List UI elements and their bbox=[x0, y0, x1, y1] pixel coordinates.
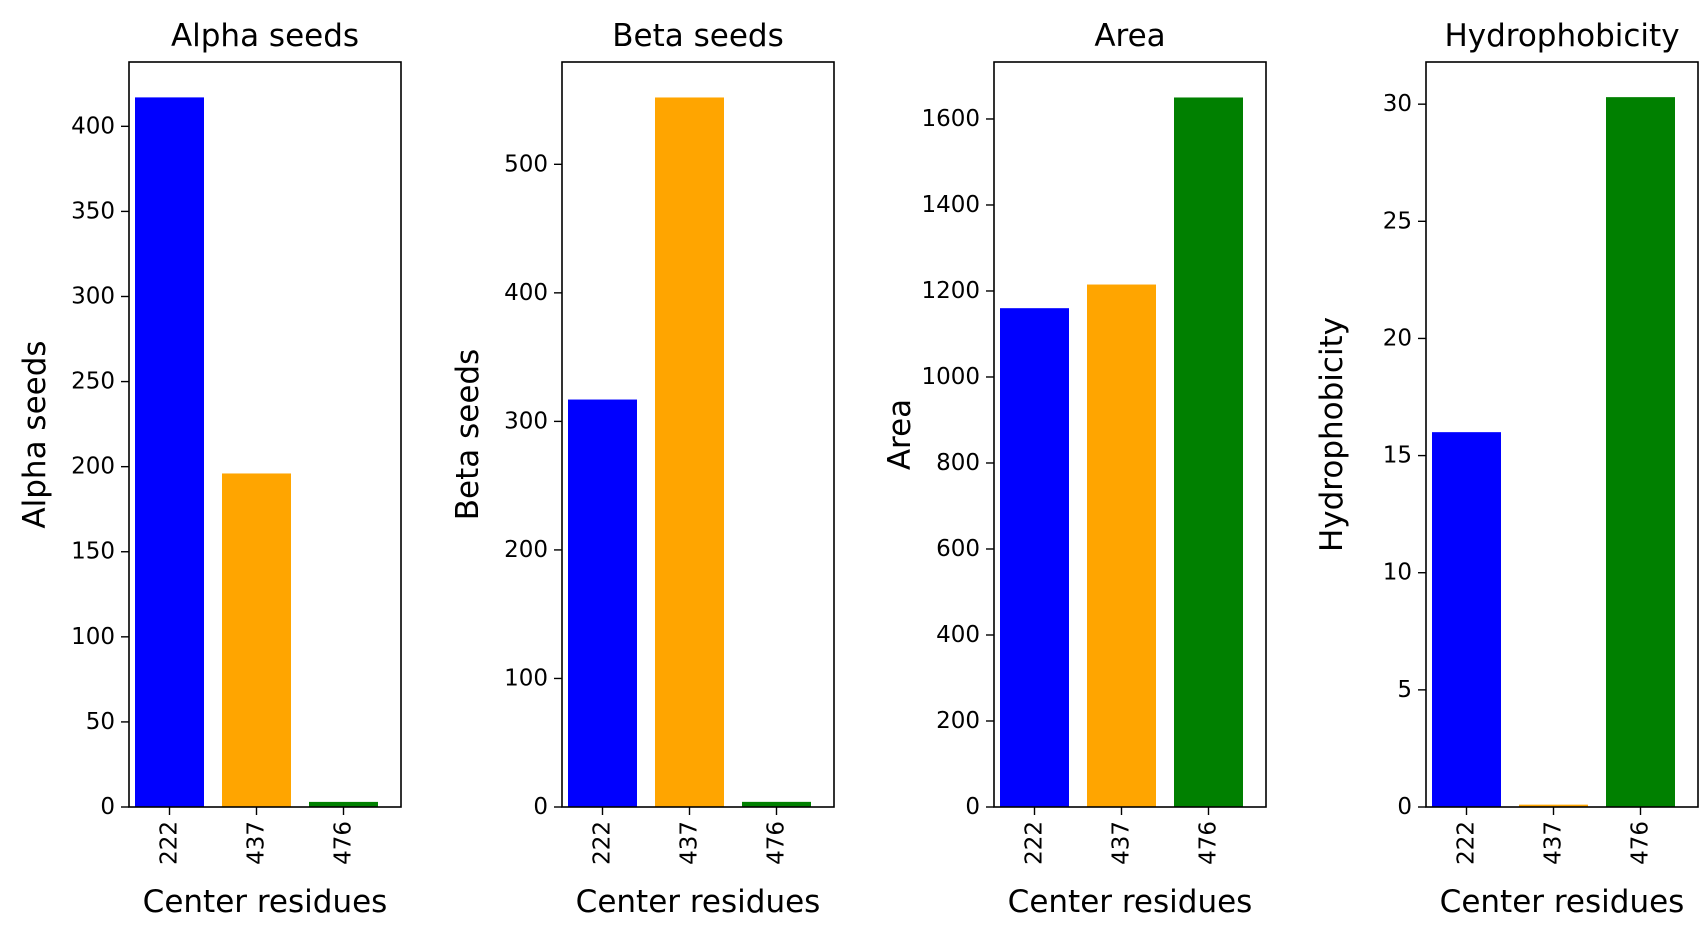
axes-frame bbox=[561, 61, 835, 808]
chart-title: Alpha seeds bbox=[171, 18, 359, 54]
bar-222 bbox=[1432, 432, 1501, 807]
y-tick-label: 300 bbox=[504, 408, 548, 434]
bar-222 bbox=[135, 97, 204, 808]
axes-frame bbox=[993, 61, 1267, 808]
y-tick-label: 1400 bbox=[921, 192, 980, 218]
axes-frame bbox=[128, 61, 402, 808]
x-tick-label: 476 bbox=[1196, 821, 1222, 865]
bar-476 bbox=[1606, 97, 1675, 808]
y-tick-label: 50 bbox=[86, 709, 115, 735]
y-tick-label: 400 bbox=[504, 280, 548, 306]
x-tick-label: 222 bbox=[590, 821, 616, 865]
y-tick-label: 600 bbox=[936, 536, 980, 562]
y-tick-label: 15 bbox=[1383, 443, 1412, 469]
x-tick-label: 476 bbox=[1628, 821, 1654, 865]
x-tick-label: 437 bbox=[1541, 821, 1567, 865]
y-tick-label: 100 bbox=[504, 665, 548, 691]
bar-222 bbox=[1000, 308, 1069, 807]
x-tick-label: 437 bbox=[1109, 821, 1135, 865]
y-tick-label: 1200 bbox=[921, 278, 980, 304]
y-tick-label: 1000 bbox=[921, 364, 980, 390]
y-tick-label: 200 bbox=[504, 537, 548, 563]
y-tick-label: 400 bbox=[936, 622, 980, 648]
x-axis-label: Center residues bbox=[143, 884, 388, 920]
x-tick-label: 222 bbox=[1454, 821, 1480, 865]
bar-476 bbox=[742, 801, 811, 807]
y-tick-label: 200 bbox=[936, 708, 980, 734]
y-tick-label: 0 bbox=[1397, 794, 1412, 820]
x-tick-label: 476 bbox=[764, 821, 790, 865]
x-tick-label: 437 bbox=[677, 821, 703, 865]
bar-437 bbox=[1087, 284, 1156, 807]
x-axis-label: Center residues bbox=[576, 884, 821, 920]
x-tick-label: 222 bbox=[1022, 821, 1048, 865]
y-tick-label: 0 bbox=[533, 794, 548, 820]
bar-222 bbox=[568, 399, 637, 807]
y-tick-label: 250 bbox=[71, 369, 115, 395]
chart-title: Area bbox=[1094, 18, 1165, 54]
bar-437 bbox=[655, 97, 724, 807]
y-tick-label: 100 bbox=[71, 624, 115, 650]
bar-437 bbox=[222, 473, 291, 807]
y-tick-label: 1600 bbox=[921, 106, 980, 132]
chart-panel-3: 0 200 400 600 800 1000 1200 1400 1600 222 437 476 Ar… bbox=[882, 18, 1267, 920]
y-tick-label: 10 bbox=[1383, 560, 1412, 586]
y-tick-label: 20 bbox=[1383, 325, 1412, 351]
y-tick-label: 30 bbox=[1383, 91, 1412, 117]
x-tick-label: 222 bbox=[157, 821, 183, 865]
y-tick-label: 500 bbox=[504, 151, 548, 177]
chart-panel-1: 0 50 100 150 200 250 300 350 400 222 437 476 Alpha s… bbox=[17, 18, 402, 920]
y-tick-label: 5 bbox=[1397, 677, 1412, 703]
y-tick-label: 300 bbox=[71, 283, 115, 309]
y-tick-label: 200 bbox=[71, 454, 115, 480]
chart-panel-2: 0 100 200 300 400 500 222 437 476 Beta seeds Cente… bbox=[450, 18, 835, 920]
y-tick-label: 0 bbox=[100, 794, 115, 820]
x-tick-label: 476 bbox=[331, 821, 357, 865]
axes-frame bbox=[1425, 61, 1699, 808]
chart-title: Beta seeds bbox=[612, 18, 783, 54]
bar-476 bbox=[1174, 97, 1243, 807]
y-tick-label: 0 bbox=[965, 794, 980, 820]
chart-panel-4: 0 5 10 15 20 25 30 222 437 476 Hydrophobicity Cente… bbox=[1314, 18, 1699, 920]
x-tick-label: 437 bbox=[244, 821, 270, 865]
y-tick-label: 400 bbox=[71, 113, 115, 139]
y-tick-label: 150 bbox=[71, 539, 115, 565]
y-axis-label: Alpha seeds bbox=[17, 340, 53, 528]
bar-437 bbox=[1519, 804, 1588, 807]
y-axis-label: Area bbox=[882, 399, 918, 470]
y-axis-label: Beta seeds bbox=[450, 349, 486, 520]
x-axis-label: Center residues bbox=[1440, 884, 1685, 920]
y-tick-label: 350 bbox=[71, 198, 115, 224]
y-tick-label: 800 bbox=[936, 450, 980, 476]
chart-title: Hydrophobicity bbox=[1444, 18, 1679, 54]
y-tick-label: 25 bbox=[1383, 208, 1412, 234]
y-axis-label: Hydrophobicity bbox=[1314, 317, 1350, 552]
x-axis-label: Center residues bbox=[1008, 884, 1253, 920]
bar-476 bbox=[309, 801, 378, 807]
